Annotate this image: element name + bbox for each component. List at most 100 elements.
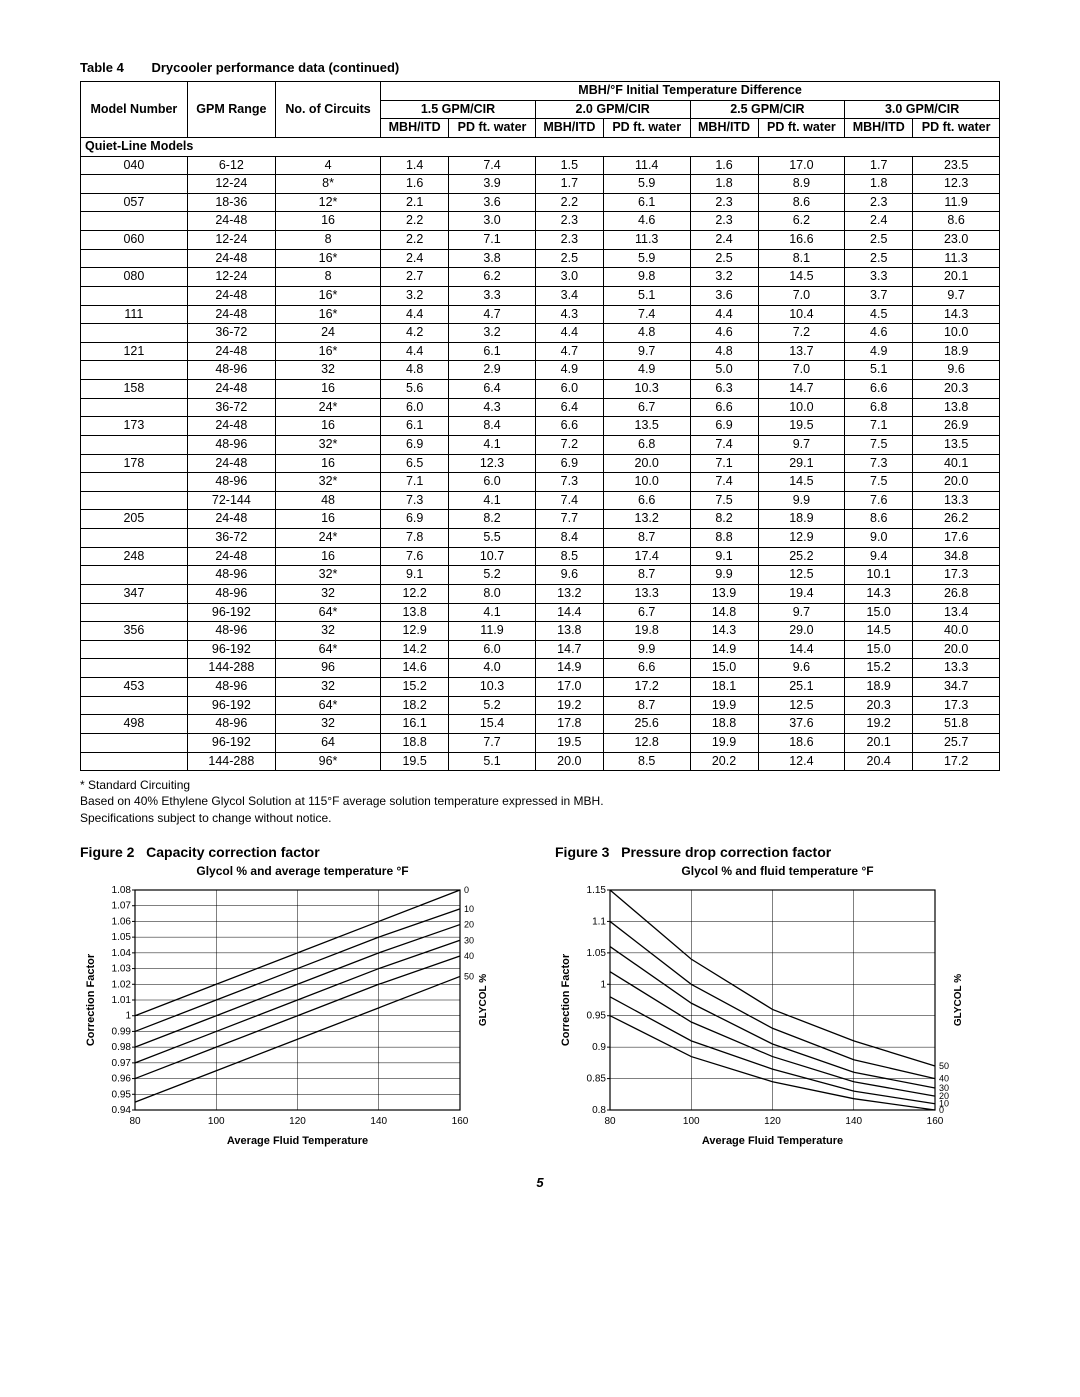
cell-21-5: 8.5 bbox=[535, 547, 603, 566]
cell-2-7: 2.3 bbox=[690, 193, 758, 212]
cell-29-1: 96-192 bbox=[187, 696, 275, 715]
cell-29-5: 19.2 bbox=[535, 696, 603, 715]
cell-20-0 bbox=[81, 529, 188, 548]
cell-27-6: 6.6 bbox=[603, 659, 690, 678]
cell-6-1: 12-24 bbox=[187, 268, 275, 287]
cell-6-0: 080 bbox=[81, 268, 188, 287]
cell-13-6: 6.7 bbox=[603, 398, 690, 417]
cell-12-8: 14.7 bbox=[758, 380, 845, 399]
cell-15-6: 6.8 bbox=[603, 435, 690, 454]
cell-17-5: 7.3 bbox=[535, 473, 603, 492]
svg-text:30: 30 bbox=[464, 935, 474, 945]
cell-21-1: 24-48 bbox=[187, 547, 275, 566]
col-gpm: GPM Range bbox=[187, 82, 275, 138]
cell-31-10: 25.7 bbox=[913, 733, 1000, 752]
table-row: 12124-4816*4.46.14.79.74.813.74.918.9 bbox=[81, 342, 1000, 361]
cell-15-10: 13.5 bbox=[913, 435, 1000, 454]
cell-2-1: 18-36 bbox=[187, 193, 275, 212]
table-row: 24824-48167.610.78.517.49.125.29.434.8 bbox=[81, 547, 1000, 566]
cell-17-2: 32* bbox=[275, 473, 380, 492]
cell-13-8: 10.0 bbox=[758, 398, 845, 417]
svg-text:160: 160 bbox=[927, 1116, 944, 1127]
cell-3-10: 8.6 bbox=[913, 212, 1000, 231]
cell-21-2: 16 bbox=[275, 547, 380, 566]
cell-8-3: 4.4 bbox=[381, 305, 449, 324]
cell-17-4: 6.0 bbox=[449, 473, 536, 492]
cell-4-8: 16.6 bbox=[758, 231, 845, 250]
cell-29-8: 12.5 bbox=[758, 696, 845, 715]
col-mbh-0: MBH/ITD bbox=[381, 119, 449, 138]
cell-0-10: 23.5 bbox=[913, 156, 1000, 175]
cell-0-8: 17.0 bbox=[758, 156, 845, 175]
svg-text:140: 140 bbox=[845, 1116, 862, 1127]
cell-11-4: 2.9 bbox=[449, 361, 536, 380]
cell-26-1: 96-192 bbox=[187, 640, 275, 659]
cell-12-0: 158 bbox=[81, 380, 188, 399]
table-row: 05718-3612*2.13.62.26.12.38.62.311.9 bbox=[81, 193, 1000, 212]
cell-27-7: 15.0 bbox=[690, 659, 758, 678]
cell-15-2: 32* bbox=[275, 435, 380, 454]
cell-12-3: 5.6 bbox=[381, 380, 449, 399]
table-row: 24-48162.23.02.34.62.36.22.48.6 bbox=[81, 212, 1000, 231]
cell-4-2: 8 bbox=[275, 231, 380, 250]
cell-19-3: 6.9 bbox=[381, 510, 449, 529]
cell-29-7: 19.9 bbox=[690, 696, 758, 715]
svg-text:0.96: 0.96 bbox=[112, 1073, 132, 1084]
cell-9-4: 3.2 bbox=[449, 324, 536, 343]
cell-32-6: 8.5 bbox=[603, 752, 690, 771]
footnote-2: Specifications subject to change without… bbox=[80, 810, 1000, 826]
cell-8-8: 10.4 bbox=[758, 305, 845, 324]
cell-26-5: 14.7 bbox=[535, 640, 603, 659]
table-caption: Drycooler performance data (continued) bbox=[151, 60, 399, 75]
svg-text:80: 80 bbox=[604, 1116, 616, 1127]
cell-27-3: 14.6 bbox=[381, 659, 449, 678]
cell-17-1: 48-96 bbox=[187, 473, 275, 492]
cell-1-4: 3.9 bbox=[449, 175, 536, 194]
svg-text:1.06: 1.06 bbox=[112, 916, 132, 927]
cell-10-1: 24-48 bbox=[187, 342, 275, 361]
svg-text:1.07: 1.07 bbox=[112, 900, 132, 911]
svg-text:0.95: 0.95 bbox=[112, 1089, 132, 1100]
cell-29-6: 8.7 bbox=[603, 696, 690, 715]
cell-1-1: 12-24 bbox=[187, 175, 275, 194]
svg-text:100: 100 bbox=[208, 1116, 225, 1127]
svg-text:1.05: 1.05 bbox=[587, 948, 607, 959]
svg-text:Average Fluid Temperature: Average Fluid Temperature bbox=[227, 1135, 368, 1147]
cell-5-5: 2.5 bbox=[535, 249, 603, 268]
cell-6-2: 8 bbox=[275, 268, 380, 287]
cell-4-3: 2.2 bbox=[381, 231, 449, 250]
cell-30-2: 32 bbox=[275, 715, 380, 734]
table-number: Table 4 bbox=[80, 60, 124, 75]
cell-27-2: 96 bbox=[275, 659, 380, 678]
cell-28-2: 32 bbox=[275, 678, 380, 697]
cell-16-4: 12.3 bbox=[449, 454, 536, 473]
col-pd-3: PD ft. water bbox=[913, 119, 1000, 138]
cell-28-5: 17.0 bbox=[535, 678, 603, 697]
cell-16-10: 40.1 bbox=[913, 454, 1000, 473]
cell-1-0 bbox=[81, 175, 188, 194]
cell-13-2: 24* bbox=[275, 398, 380, 417]
cell-31-3: 18.8 bbox=[381, 733, 449, 752]
cell-7-3: 3.2 bbox=[381, 286, 449, 305]
cell-7-1: 24-48 bbox=[187, 286, 275, 305]
cell-18-5: 7.4 bbox=[535, 491, 603, 510]
col-pd-0: PD ft. water bbox=[449, 119, 536, 138]
cell-9-6: 4.8 bbox=[603, 324, 690, 343]
cell-32-7: 20.2 bbox=[690, 752, 758, 771]
cell-26-9: 15.0 bbox=[845, 640, 913, 659]
cell-0-2: 4 bbox=[275, 156, 380, 175]
cell-30-9: 19.2 bbox=[845, 715, 913, 734]
cell-11-3: 4.8 bbox=[381, 361, 449, 380]
col-pd-1: PD ft. water bbox=[603, 119, 690, 138]
cell-17-9: 7.5 bbox=[845, 473, 913, 492]
cell-21-9: 9.4 bbox=[845, 547, 913, 566]
page-number: 5 bbox=[80, 1175, 1000, 1190]
svg-text:1.15: 1.15 bbox=[587, 885, 607, 896]
cell-3-2: 16 bbox=[275, 212, 380, 231]
cell-7-10: 9.7 bbox=[913, 286, 1000, 305]
svg-text:40: 40 bbox=[464, 951, 474, 961]
cell-18-10: 13.3 bbox=[913, 491, 1000, 510]
cell-31-6: 12.8 bbox=[603, 733, 690, 752]
cell-17-3: 7.1 bbox=[381, 473, 449, 492]
cell-0-4: 7.4 bbox=[449, 156, 536, 175]
